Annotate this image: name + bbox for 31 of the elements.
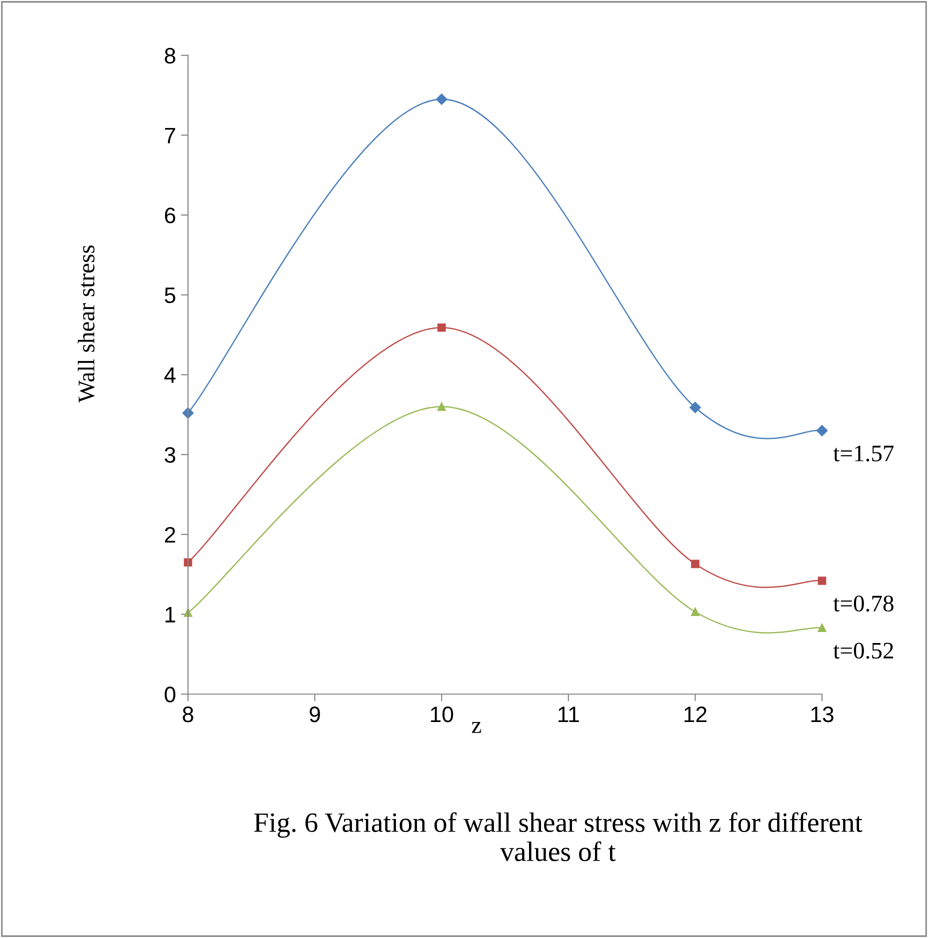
y-tick-label: 1 — [166, 607, 176, 622]
y-tick-label: 4 — [164, 367, 176, 383]
point — [818, 624, 826, 632]
x-tick-label: 11 — [558, 706, 579, 722]
point — [691, 608, 700, 616]
y-tick-label: 3 — [164, 447, 176, 463]
x-tick-label: 12 — [684, 706, 706, 722]
text: Fig. 6 Variation of wall shear stress with z for different values of t — [254, 812, 862, 862]
x-tick-label: 8 — [182, 706, 194, 722]
y-tick-label: 2 — [164, 526, 176, 542]
series-label: t=0.52 — [833, 642, 894, 659]
point — [437, 402, 446, 411]
x-tick-label: 9 — [310, 706, 320, 722]
x-tick-label: 10 — [430, 706, 454, 722]
x-tick-label: 13 — [811, 706, 834, 722]
point — [437, 323, 446, 332]
y-tick-label: 0 — [164, 686, 176, 702]
y-tick-label: 6 — [164, 208, 176, 224]
y-axis-title: Wall shear stress — [78, 245, 95, 403]
point — [436, 94, 448, 105]
point — [818, 576, 826, 585]
point — [816, 425, 828, 436]
y-tick-label: 5 — [164, 288, 176, 304]
series-label: t=1.57 — [833, 446, 894, 462]
point — [691, 560, 700, 568]
point — [184, 608, 192, 617]
series-label: t=0.78 — [833, 596, 894, 612]
y-tick-label: 7 — [164, 128, 176, 144]
y-tick-label: 8 — [164, 48, 176, 64]
x-axis-title: z — [472, 722, 482, 733]
point — [690, 402, 701, 414]
